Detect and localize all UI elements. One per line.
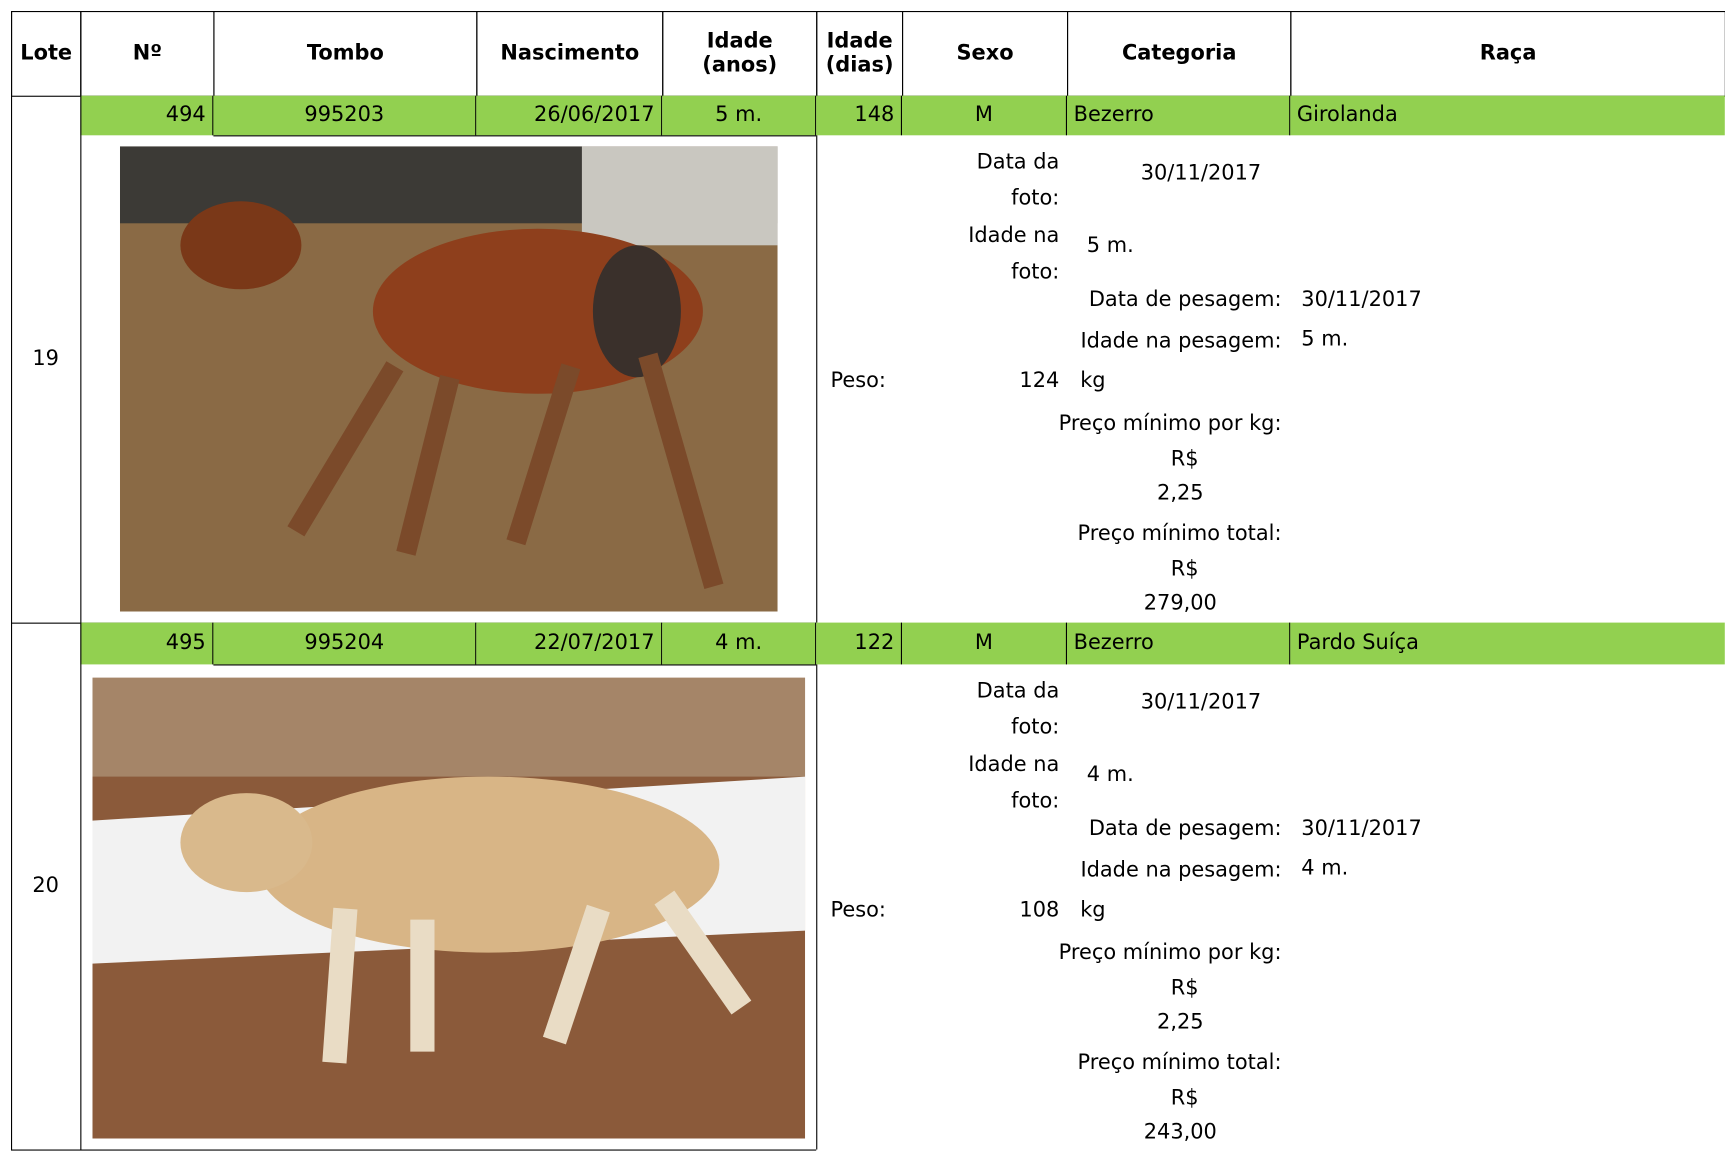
header-cell: Raça xyxy=(1290,11,1725,97)
cell-idade-anos: 4 m. xyxy=(662,622,817,665)
lot-number: 20 xyxy=(32,872,59,898)
cell-idade-dias: 148 xyxy=(816,95,902,136)
cell-raca: Girolanda xyxy=(1290,95,1725,136)
price-kg-currency: R$ xyxy=(1170,446,1199,471)
header-cell: Categoria xyxy=(1067,11,1292,97)
weight-label: Peso: xyxy=(830,897,886,922)
price-total-currency: R$ xyxy=(1170,1085,1199,1110)
cell-tombo: 995204 xyxy=(213,622,477,665)
price-total-label: Preço mínimo total: xyxy=(1077,521,1282,546)
animal-photo xyxy=(119,146,778,612)
weigh-date: 30/11/2017 xyxy=(1301,816,1422,841)
header-cell: Nascimento xyxy=(476,11,664,97)
weight-unit: kg xyxy=(1080,897,1106,922)
header-cell: Lote xyxy=(11,11,82,97)
photo-drawing xyxy=(92,677,806,1139)
price-kg: 2,25 xyxy=(1157,480,1204,505)
photo-age-label: Idade na foto: xyxy=(968,752,1060,813)
weigh-date-label: Data de pesagem: xyxy=(1088,816,1282,841)
price-total-currency: R$ xyxy=(1170,556,1199,581)
weigh-age-label: Idade na pesagem: xyxy=(1080,858,1282,883)
price-kg-label: Preço mínimo por kg: xyxy=(1058,411,1282,436)
column-border xyxy=(11,11,13,1150)
animal-photo xyxy=(92,677,806,1139)
cell-categoria: Bezerro xyxy=(1067,622,1291,665)
header-cell: Idade (dias) xyxy=(816,11,904,97)
cell-nascimento: 22/07/2017 xyxy=(476,622,663,665)
price-kg: 2,25 xyxy=(1157,1009,1204,1034)
photo-age: 5 m. xyxy=(1086,233,1134,258)
price-total-label: Preço mínimo total: xyxy=(1077,1050,1282,1075)
cell-tombo: 995203 xyxy=(213,95,477,136)
cell-sexo: M xyxy=(902,95,1067,136)
weigh-date: 30/11/2017 xyxy=(1301,287,1422,312)
column-border xyxy=(816,664,818,1150)
price-total: 243,00 xyxy=(1143,1119,1217,1144)
row-border xyxy=(213,135,817,137)
weigh-age-label: Idade na pesagem: xyxy=(1080,328,1282,354)
photo-age: 4 m. xyxy=(1086,762,1134,787)
weigh-date-label: Data de pesagem: xyxy=(1088,287,1282,312)
weight-unit: kg xyxy=(1080,368,1106,393)
weight: 108 xyxy=(1019,897,1060,922)
price-kg-label: Preço mínimo por kg: xyxy=(1058,940,1282,965)
cell-sexo: M xyxy=(902,622,1067,665)
photo-age-label: Idade na foto: xyxy=(968,223,1060,284)
row-border xyxy=(11,1149,817,1151)
weight: 124 xyxy=(1019,368,1060,393)
weigh-age: 5 m. xyxy=(1301,326,1349,351)
header-cell: Idade (anos) xyxy=(662,11,818,97)
cell-raca: Pardo Suíça xyxy=(1290,622,1725,665)
price-total: 279,00 xyxy=(1143,590,1217,615)
cell-categoria: Bezerro xyxy=(1067,95,1291,136)
cell-nascimento: 26/06/2017 xyxy=(476,95,663,136)
header-cell: Nº xyxy=(80,11,215,97)
photo-date: 30/11/2017 xyxy=(1140,689,1262,714)
column-border xyxy=(816,135,818,623)
photo-drawing xyxy=(119,146,778,612)
price-kg-currency: R$ xyxy=(1170,975,1199,1000)
weigh-age: 4 m. xyxy=(1301,855,1349,880)
row-border xyxy=(213,664,817,666)
photo-date-label: Data da foto: xyxy=(976,678,1060,740)
column-border xyxy=(80,11,82,1150)
header-cell: Tombo xyxy=(213,11,478,97)
cell-idade-dias: 122 xyxy=(816,622,902,665)
cell-idade-anos: 5 m. xyxy=(662,95,817,136)
cell-numero: 494 xyxy=(80,95,214,136)
cell-numero: 495 xyxy=(80,622,214,665)
weight-label: Peso: xyxy=(830,368,886,393)
lot-number: 19 xyxy=(32,346,59,371)
photo-date-label: Data da foto: xyxy=(976,149,1060,211)
header-cell: Sexo xyxy=(902,11,1069,97)
photo-date: 30/11/2017 xyxy=(1140,160,1262,185)
